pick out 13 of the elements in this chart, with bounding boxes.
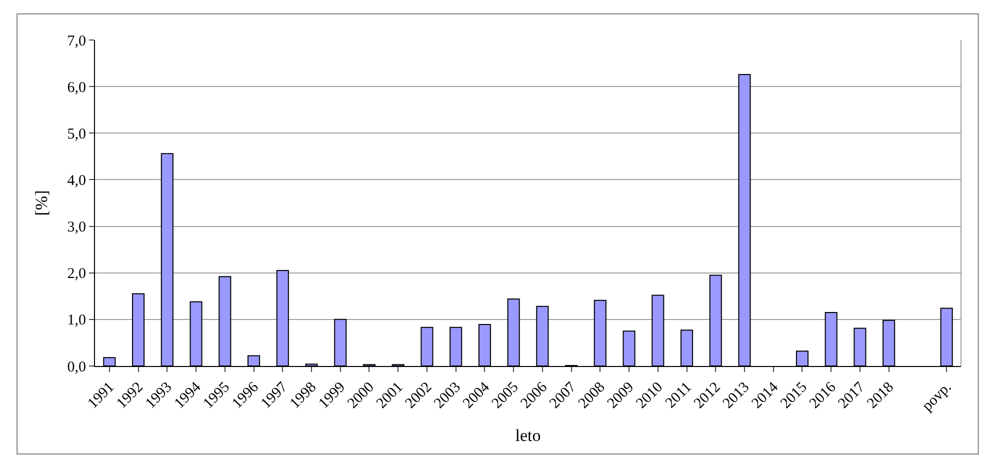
y-tick-label: 6,0 xyxy=(67,80,86,96)
x-tick-label: 2011 xyxy=(662,379,695,412)
y-tick-label: 3,0 xyxy=(67,220,86,236)
x-tick-label: 2001 xyxy=(374,379,406,412)
y-tick-label: 1,0 xyxy=(67,312,86,329)
y-tick-label: 7,0 xyxy=(67,33,86,50)
x-tick-label: 1999 xyxy=(316,379,348,412)
x-axis-title: leto xyxy=(515,426,541,445)
y-tick-label: 2,0 xyxy=(67,266,86,282)
y-tick-label: 4,0 xyxy=(67,172,86,189)
y-tick-label: 0,0 xyxy=(67,359,86,376)
y-axis-title: [%] xyxy=(32,190,51,216)
y-tick-label: 5,0 xyxy=(67,126,86,142)
